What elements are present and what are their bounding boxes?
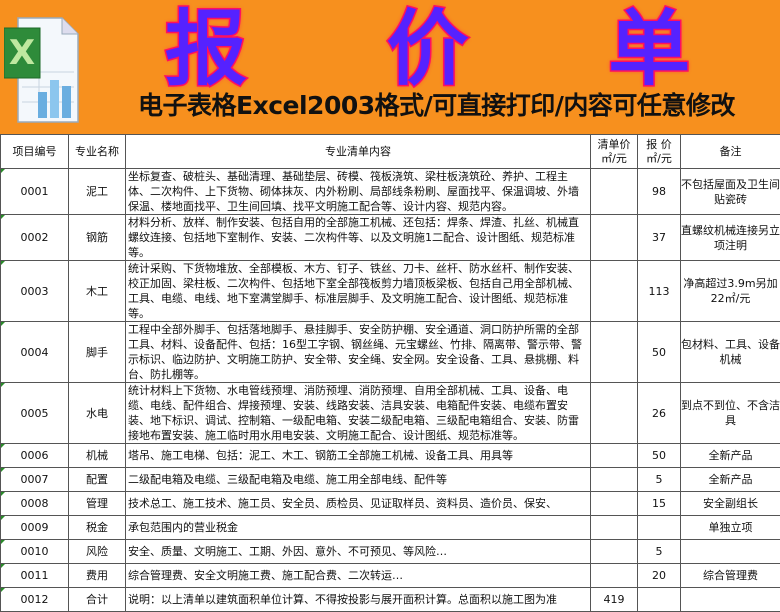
cell-list-price[interactable] [591, 492, 638, 516]
cell-list-price[interactable] [591, 322, 638, 383]
cell-content[interactable]: 材料分析、放样、制作安装、包括自用的全部施工机械、还包括：焊条、焊渣、扎丝、机械… [126, 215, 591, 261]
cell-name[interactable]: 木工 [69, 261, 126, 322]
cell-list-price[interactable] [591, 564, 638, 588]
cell-name[interactable]: 泥工 [69, 169, 126, 215]
cell-name[interactable]: 税金 [69, 516, 126, 540]
cell-note[interactable] [681, 588, 780, 612]
cell-name[interactable]: 脚手 [69, 322, 126, 383]
cell-note[interactable]: 到点不到位、不含洁具 [681, 383, 780, 444]
header-note: 备注 [681, 135, 780, 169]
cell-note[interactable]: 综合管理费 [681, 564, 780, 588]
cell-name[interactable]: 钢筋 [69, 215, 126, 261]
cell-name[interactable]: 机械 [69, 444, 126, 468]
header-quote: 报 价 ㎡/元 [638, 135, 681, 169]
cell-name[interactable]: 水电 [69, 383, 126, 444]
cell-quote[interactable]: 5 [638, 468, 681, 492]
cell-quote[interactable]: 15 [638, 492, 681, 516]
cell-note[interactable]: 单独立项 [681, 516, 780, 540]
cell-note[interactable] [681, 540, 780, 564]
header-name: 专业名称 [69, 135, 126, 169]
cell-note[interactable]: 全新产品 [681, 444, 780, 468]
cell-list-price[interactable] [591, 215, 638, 261]
cell-quote[interactable]: 50 [638, 322, 681, 383]
cell-content[interactable]: 综合管理费、安全文明施工费、施工配合费、二次转运… [126, 564, 591, 588]
cell-list-price[interactable] [591, 261, 638, 322]
cell-list-price[interactable] [591, 383, 638, 444]
cell-quote[interactable] [638, 516, 681, 540]
cell-content[interactable]: 安全、质量、文明施工、工期、外因、意外、不可预见、等风险… [126, 540, 591, 564]
cell-list-price[interactable] [591, 540, 638, 564]
cell-id[interactable]: 0007 [1, 468, 69, 492]
header-id: 项目编号 [1, 135, 69, 169]
cell-note[interactable]: 净高超过3.9m另加22㎡/元 [681, 261, 780, 322]
cell-list-price[interactable] [591, 444, 638, 468]
cell-content[interactable]: 技术总工、施工技术、施工员、安全员、质检员、见证取样员、资料员、造价员、保安、 [126, 492, 591, 516]
cell-list-price[interactable] [591, 516, 638, 540]
cell-content[interactable]: 统计材料上下货物、水电管线预埋、消防预埋、消防预埋、自用全部机械、工具、设备、电… [126, 383, 591, 444]
cell-id[interactable]: 0001 [1, 169, 69, 215]
cell-id[interactable]: 0008 [1, 492, 69, 516]
cell-content[interactable]: 统计采购、下货物堆放、全部模板、木方、钉子、铁丝、刀卡、丝杆、防水丝杆、制作安装… [126, 261, 591, 322]
cell-id[interactable]: 0011 [1, 564, 69, 588]
header-list-price: 清单价 ㎡/元 [591, 135, 638, 169]
cell-content[interactable]: 坐标复查、破桩头、基础清理、基础垫层、砖模、筏板浇筑、梁柱板浇筑砼、养护、工程主… [126, 169, 591, 215]
cell-name[interactable]: 配置 [69, 468, 126, 492]
cell-note[interactable]: 全新产品 [681, 468, 780, 492]
header-content: 专业清单内容 [126, 135, 591, 169]
banner-title: 报 价 单 [115, 0, 780, 86]
cell-name[interactable]: 合计 [69, 588, 126, 612]
cell-note[interactable]: 安全副组长 [681, 492, 780, 516]
cell-id[interactable]: 0002 [1, 215, 69, 261]
cell-name[interactable]: 费用 [69, 564, 126, 588]
cell-quote[interactable]: 37 [638, 215, 681, 261]
quote-table: 项目编号 专业名称 专业清单内容 清单价 ㎡/元 报 价 ㎡/元 备注 0001… [0, 134, 780, 612]
cell-list-price[interactable]: 419 [591, 588, 638, 612]
cell-name[interactable]: 管理 [69, 492, 126, 516]
cell-note[interactable]: 直螺纹机械连接另立项注明 [681, 215, 780, 261]
cell-quote[interactable]: 26 [638, 383, 681, 444]
cell-name[interactable]: 风险 [69, 540, 126, 564]
svg-text:X: X [9, 33, 35, 73]
cell-list-price[interactable] [591, 468, 638, 492]
cell-note[interactable]: 不包括屋面及卫生间贴瓷砖 [681, 169, 780, 215]
banner: X 报 价 单 电子表格Excel2003格式/可直接打印/内容可任意修改 [0, 0, 780, 134]
cell-id[interactable]: 0004 [1, 322, 69, 383]
cell-list-price[interactable] [591, 169, 638, 215]
cell-quote[interactable]: 5 [638, 540, 681, 564]
header-row: 项目编号 专业名称 专业清单内容 清单价 ㎡/元 报 价 ㎡/元 备注 [1, 135, 780, 169]
cell-content[interactable]: 二级配电箱及电缆、三级配电箱及电缆、施工用全部电线、配件等 [126, 468, 591, 492]
banner-subtitle: 电子表格Excel2003格式/可直接打印/内容可任意修改 [138, 86, 735, 122]
cell-note[interactable]: 包材料、工具、设备机械 [681, 322, 780, 383]
cell-content[interactable]: 说明：以上清单以建筑面积单位计算、不得按投影与展开面积计算。总面积以施工图为准 [126, 588, 591, 612]
cell-id[interactable]: 0012 [1, 588, 69, 612]
cell-quote[interactable]: 50 [638, 444, 681, 468]
cell-quote[interactable] [638, 588, 681, 612]
excel-icon: X [4, 12, 80, 124]
cell-id[interactable]: 0006 [1, 444, 69, 468]
cell-quote[interactable]: 113 [638, 261, 681, 322]
cell-id[interactable]: 0003 [1, 261, 69, 322]
cell-id[interactable]: 0010 [1, 540, 69, 564]
cell-id[interactable]: 0009 [1, 516, 69, 540]
cell-content[interactable]: 塔吊、施工电梯、包括：泥工、木工、钢筋工全部施工机械、设备工具、用具等 [126, 444, 591, 468]
cell-quote[interactable]: 20 [638, 564, 681, 588]
cell-id[interactable]: 0005 [1, 383, 69, 444]
cell-content[interactable]: 承包范围内的营业税金 [126, 516, 591, 540]
cell-quote[interactable]: 98 [638, 169, 681, 215]
cell-content[interactable]: 工程中全部外脚手、包括落地脚手、悬挂脚手、安全防护棚、安全通道、洞口防护所需的全… [126, 322, 591, 383]
